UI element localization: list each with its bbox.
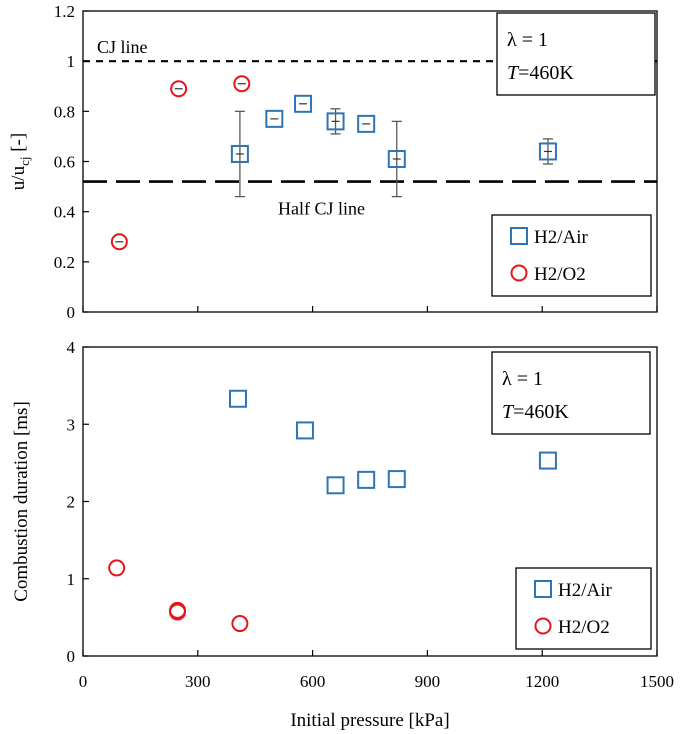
condition-box xyxy=(491,351,651,435)
x-tick-label: 600 xyxy=(300,672,326,691)
data-point-h2air xyxy=(357,114,376,133)
legend-marker-h2air xyxy=(534,580,552,598)
y-tick-label: 0.4 xyxy=(54,203,76,222)
condition-temperature: T=460K xyxy=(507,62,574,84)
legend-marker-h2air xyxy=(510,227,528,245)
data-point-h2air xyxy=(230,144,249,163)
temperature-symbol: T xyxy=(507,62,520,84)
top-chart: 0 0.2 0.4 0.6 0.8 1 1.2 CJ line Half CJ line λ = … xyxy=(8,2,658,322)
data-point-h2air xyxy=(294,94,313,113)
y-axis-title-unit: [-] xyxy=(8,133,29,157)
x-tick-label: 900 xyxy=(415,672,441,691)
y-tick-label: 0.8 xyxy=(54,102,75,121)
y-axis-title: u/ucj [-] xyxy=(8,133,32,190)
legend-label: H2/Air xyxy=(558,580,613,601)
data-point-h2o2 xyxy=(108,559,126,577)
y-axis-title-sub: cj xyxy=(17,157,32,166)
temperature-value: =460K xyxy=(518,62,574,84)
legend-marker-h2o2 xyxy=(510,264,528,282)
y-tick-label: 1 xyxy=(67,570,76,589)
reference-line-label: Half CJ line xyxy=(278,199,365,219)
data-point-h2air xyxy=(265,109,284,128)
legend-label: H2/O2 xyxy=(558,617,610,638)
condition-box xyxy=(496,12,656,96)
temperature-value: =460K xyxy=(513,401,569,423)
data-point-h2air xyxy=(295,421,314,440)
data-point-h2air xyxy=(326,112,345,131)
reference-line-label: CJ line xyxy=(97,37,148,57)
data-point-h2air xyxy=(357,470,376,489)
x-tick-label: 300 xyxy=(185,672,211,691)
x-tick-label: 0 xyxy=(79,672,88,691)
data-point-h2air xyxy=(387,149,406,168)
condition-lambda: λ = 1 xyxy=(507,29,548,51)
bottom-chart: 0 1 2 3 4 0 300 600 900 1200 1500 λ = 1 T=460K H2/Air… xyxy=(11,338,674,731)
y-tick-label: 4 xyxy=(67,338,76,357)
data-point-h2o2 xyxy=(231,615,249,633)
legend-label: H2/Air xyxy=(534,227,589,248)
data-point-h2o2 xyxy=(170,80,188,98)
data-point-h2air xyxy=(538,142,557,161)
y-tick-label: 0.6 xyxy=(54,153,75,172)
y-tick-label: 0 xyxy=(67,647,76,666)
y-tick-label: 0 xyxy=(67,303,76,322)
y-axis-title: Combustion duration [ms] xyxy=(11,401,32,602)
y-tick-label: 1 xyxy=(67,52,76,71)
data-point-h2o2 xyxy=(233,75,251,93)
y-axis-title-main: u/u xyxy=(8,165,29,190)
y-tick-label: 3 xyxy=(67,415,76,434)
data-point-h2air xyxy=(387,470,406,489)
y-tick-label: 0.2 xyxy=(54,253,75,272)
x-tick-label: 1200 xyxy=(525,672,559,691)
x-tick-label: 1500 xyxy=(640,672,674,691)
legend-marker-h2o2 xyxy=(534,617,552,635)
data-point-h2air xyxy=(326,476,345,495)
temperature-symbol: T xyxy=(502,401,515,423)
y-tick-label: 2 xyxy=(67,493,76,512)
x-axis-title: Initial pressure [kPa] xyxy=(290,710,449,731)
legend-label: H2/O2 xyxy=(534,264,586,285)
data-point-h2o2 xyxy=(110,233,128,251)
condition-lambda: λ = 1 xyxy=(502,368,543,390)
data-point-h2o2 xyxy=(169,603,187,621)
data-point-h2air xyxy=(538,451,557,470)
y-tick-label: 1.2 xyxy=(54,2,75,21)
data-point-h2air xyxy=(228,389,247,408)
condition-temperature: T=460K xyxy=(502,401,569,423)
